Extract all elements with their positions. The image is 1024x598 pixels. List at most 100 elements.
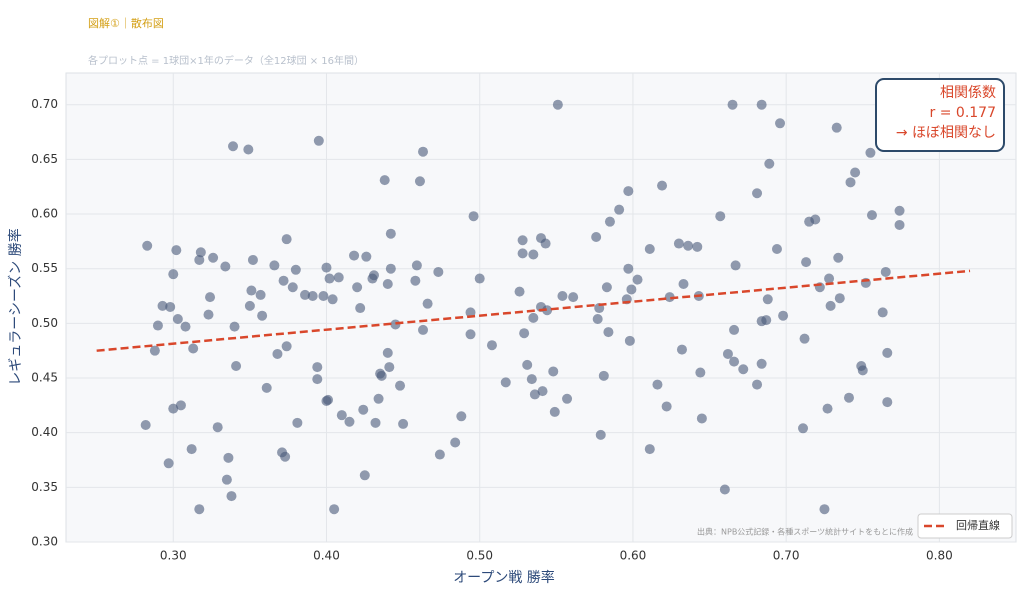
point — [632, 274, 643, 285]
point — [165, 301, 176, 312]
y-tick-label: 0.60 — [31, 207, 58, 221]
point — [385, 228, 396, 239]
point — [598, 370, 609, 381]
point — [819, 504, 830, 515]
point — [221, 474, 232, 485]
point — [329, 504, 340, 515]
point — [465, 307, 476, 318]
point — [882, 397, 893, 408]
point — [382, 278, 393, 289]
point — [727, 99, 738, 110]
legend-box — [917, 513, 1013, 539]
point — [385, 263, 396, 274]
point — [825, 300, 836, 311]
point — [850, 167, 861, 178]
point — [603, 327, 614, 338]
point — [678, 278, 689, 289]
point — [300, 289, 311, 300]
annotation-text: 相関係数 — [940, 85, 996, 101]
regression-line — [96, 269, 971, 352]
point — [537, 386, 548, 397]
point — [456, 411, 467, 422]
point — [729, 356, 740, 367]
point — [312, 362, 323, 373]
point — [411, 260, 422, 271]
point — [368, 270, 379, 281]
point — [623, 263, 634, 274]
point — [247, 254, 258, 265]
point — [398, 418, 409, 429]
point — [866, 210, 877, 221]
point — [761, 315, 772, 326]
point — [418, 146, 429, 157]
point — [880, 266, 891, 277]
point — [857, 365, 868, 376]
point — [352, 282, 363, 293]
point — [195, 247, 206, 258]
y-tick-label: 0.70 — [31, 97, 58, 111]
point — [810, 214, 821, 225]
x-tick-label: 0.40 — [313, 549, 340, 563]
point — [287, 282, 298, 293]
point — [152, 320, 163, 331]
point — [358, 404, 369, 415]
point — [355, 303, 366, 314]
point — [894, 205, 905, 216]
point — [280, 451, 291, 462]
point — [626, 284, 637, 295]
point — [591, 231, 602, 242]
point — [168, 403, 179, 414]
point — [212, 422, 223, 433]
point — [540, 238, 551, 249]
point — [246, 285, 257, 296]
point — [775, 118, 786, 129]
point — [208, 252, 219, 263]
annotation-text: r = 0.177 — [930, 105, 996, 121]
point — [730, 260, 741, 271]
point — [548, 366, 559, 377]
point — [344, 416, 355, 427]
point — [172, 313, 183, 324]
point — [752, 379, 763, 390]
y-tick-label: 0.40 — [31, 425, 58, 439]
point — [752, 188, 763, 199]
point — [549, 406, 560, 417]
point — [434, 449, 445, 460]
point — [695, 367, 706, 378]
y-tick-label: 0.65 — [31, 152, 58, 166]
point — [771, 244, 782, 255]
point — [229, 321, 240, 332]
point — [157, 300, 168, 311]
point — [223, 452, 234, 463]
point — [517, 235, 528, 246]
point — [194, 254, 205, 265]
point — [715, 211, 726, 222]
point — [333, 272, 344, 283]
point — [882, 347, 893, 358]
point — [729, 324, 740, 335]
point — [261, 382, 272, 393]
annotation-box — [875, 78, 1005, 152]
point — [692, 241, 703, 252]
point — [307, 291, 318, 302]
point — [722, 348, 733, 359]
point — [361, 251, 372, 262]
point — [313, 135, 324, 146]
point — [272, 348, 283, 359]
point — [149, 345, 160, 356]
point — [833, 252, 844, 263]
point — [188, 343, 199, 354]
point — [205, 292, 216, 303]
point — [661, 401, 672, 412]
y-tick-label: 0.50 — [31, 316, 58, 330]
point — [673, 238, 684, 249]
point — [203, 309, 214, 320]
point — [257, 310, 268, 321]
point — [175, 400, 186, 411]
y-tick-label: 0.45 — [31, 371, 58, 385]
point — [552, 99, 563, 110]
point — [324, 273, 335, 284]
point — [592, 313, 603, 324]
